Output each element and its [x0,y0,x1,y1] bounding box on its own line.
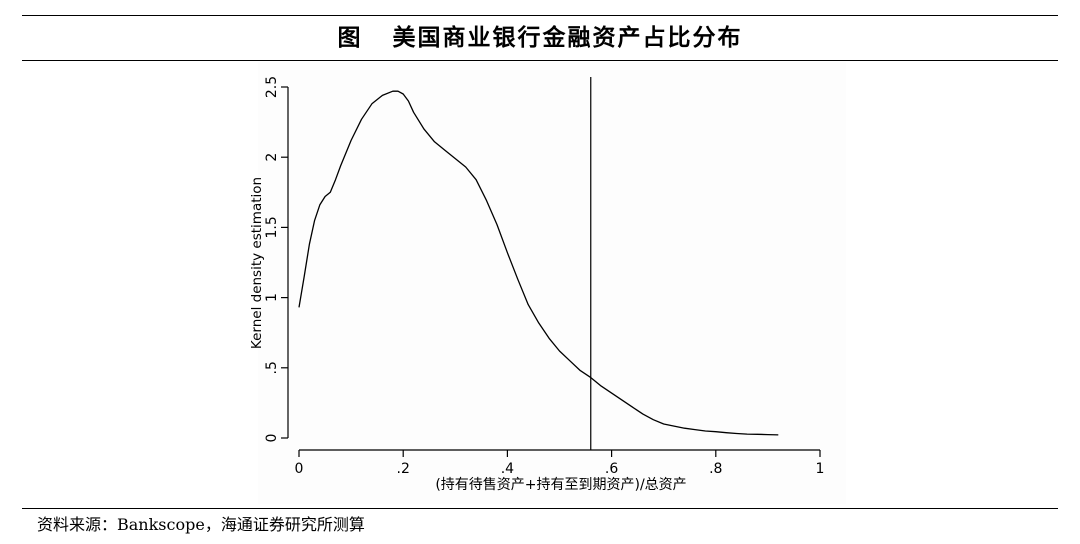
y-tick-label: 1.5 [264,216,280,238]
figure-title: 图 美国商业银行金融资产占比分布 [22,18,1058,58]
plot-background [258,62,846,504]
y-tick-label: 2 [264,153,280,162]
density-curve [298,90,779,436]
figure-title-text: 美国商业银行金融资产占比分布 [392,24,743,51]
source-note: 资料来源：Bankscope，海通证券研究所测算 [37,515,365,534]
chart-marks [298,77,779,450]
x-tick-label: 1 [816,461,825,477]
x-tick-label: .8 [709,461,722,477]
x-tick-label: .2 [397,461,410,477]
top-rule [22,15,1058,16]
x-tick-label: .6 [605,461,618,477]
bottom-rule [22,508,1058,509]
y-tick-label: 1 [264,293,280,302]
title-underline [22,60,1058,61]
y-tick-label: 0 [264,434,280,443]
x-axis-label: (持有待售资产+持有至到期资产)/总资产 [435,477,686,493]
x-tick-label: .4 [501,461,514,477]
figure-label: 图 [337,24,363,51]
y-axis-label: Kernel density estimation [249,177,265,349]
axes: 0 .5 1 1.5 2 2.5 0 .2 .4 .6 .8 1 [264,76,824,477]
x-tick-label: 0 [295,461,304,477]
y-tick-label: 2.5 [264,76,280,98]
y-tick-label: .5 [264,361,280,374]
